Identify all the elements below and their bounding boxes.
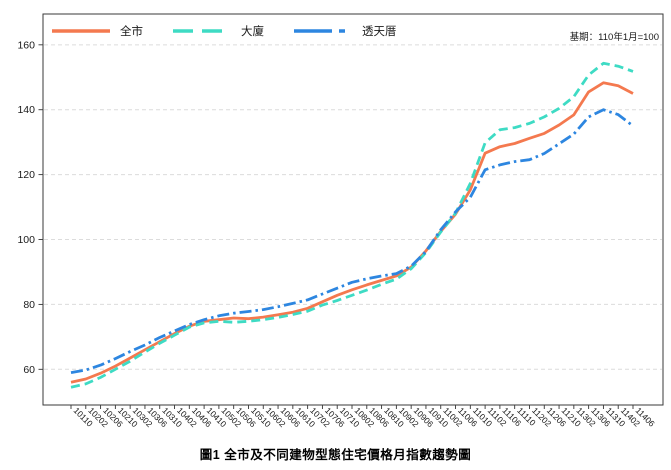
y-tick-label: 160 [17, 39, 35, 51]
chart-legend: 全市 大廈 透天厝 [52, 23, 397, 39]
legend-item-building: 大廈 [173, 23, 264, 39]
legend-line-swatch-citywide [52, 29, 110, 33]
series-building-line [70, 61, 634, 389]
legend-label-townhouse: 透天厝 [362, 26, 397, 38]
base-period-note: 基期：110年1月=100 [569, 32, 659, 43]
legend-item-townhouse: 透天厝 [294, 23, 397, 39]
y-tick-label: 80 [23, 299, 35, 311]
legend-item-citywide: 全市 [52, 23, 143, 39]
chart-title: 圖1 全市及不同建物型態住宅價格月指數趨勢圖 [199, 448, 472, 462]
plot-border [42, 13, 664, 406]
y-tick-label: 60 [23, 364, 35, 376]
y-tick-label: 140 [17, 104, 35, 116]
y-tick-label: 120 [17, 169, 35, 181]
series-citywide-line [70, 81, 634, 384]
price-index-chart: 6080100120140160101101020210206102101030… [17, 13, 664, 429]
legend-label-building: 大廈 [241, 26, 264, 38]
legend-line-swatch-townhouse [294, 29, 352, 33]
series-townhouse-line [70, 108, 634, 374]
y-tick-label: 100 [17, 234, 35, 246]
legend-label-citywide: 全市 [120, 26, 143, 38]
legend-line-swatch-building [173, 29, 231, 33]
